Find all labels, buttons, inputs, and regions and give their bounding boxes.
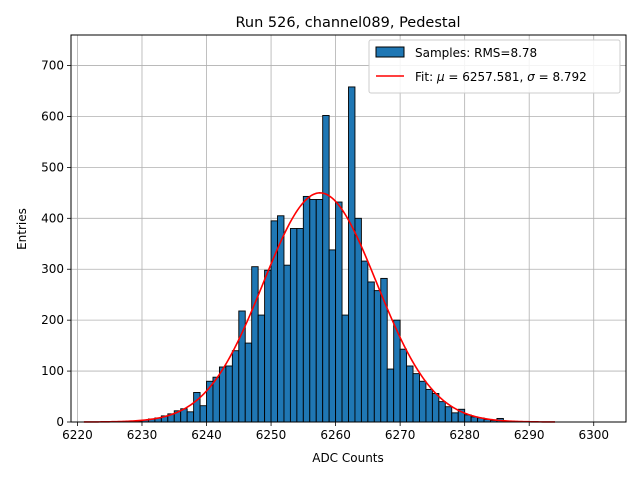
y-tick-label: 100: [41, 364, 64, 378]
legend-samples-label: Samples: RMS=8.78: [415, 46, 537, 60]
histogram-bar: [431, 393, 440, 423]
y-tick-label: 400: [41, 211, 64, 225]
x-tick-label: 6240: [191, 428, 222, 442]
histogram-bar: [444, 406, 453, 423]
histogram-bar: [354, 217, 362, 423]
histogram-bar: [186, 411, 195, 423]
histogram-bar: [373, 290, 382, 423]
histogram-bar: [283, 264, 291, 423]
chart-title: Run 526, channel089, Pedestal: [235, 15, 460, 31]
histogram-bar: [199, 405, 207, 423]
legend-fit-label: Fit: μ = 6257.581, σ = 8.792: [415, 70, 587, 84]
histogram-bar: [438, 401, 446, 423]
x-tick-label: 6260: [320, 428, 351, 442]
histogram-bar: [212, 376, 220, 423]
y-tick-label: 700: [41, 59, 64, 73]
histogram-bar: [257, 314, 266, 423]
x-axis-label: ADC Counts: [312, 451, 384, 465]
histogram-bar: [335, 201, 343, 423]
histogram-bar: [360, 260, 369, 423]
histogram-bar: [406, 365, 414, 423]
x-tick-label: 6270: [385, 428, 416, 442]
histogram-bar: [341, 314, 349, 423]
x-tick-label: 6250: [256, 428, 287, 442]
histogram-bar: [464, 414, 472, 423]
histogram-bar: [302, 195, 311, 423]
histogram-bar: [193, 392, 201, 423]
plot-frame: [70, 34, 627, 423]
x-tick-label: 6300: [578, 428, 609, 442]
gaussian-fit-curve: [83, 192, 556, 423]
histogram-bar: [218, 366, 227, 423]
histogram-bar: [386, 368, 395, 423]
x-axis-ticks: 6220 6230 6240 6250 6260 6270 6280 6290 6300: [62, 422, 609, 442]
histogram-bar: [399, 348, 408, 423]
legend-samples-swatch: [375, 46, 405, 58]
fit-curve-group: [83, 192, 556, 423]
x-tick-label: 6230: [127, 428, 158, 442]
histogram-bar: [296, 228, 304, 423]
histogram-bar: [244, 342, 253, 423]
histogram-bar: [289, 228, 298, 423]
x-tick-label: 6280: [449, 428, 480, 442]
y-tick-label: 300: [41, 262, 64, 276]
y-axis-label: Entries: [15, 208, 29, 250]
histogram-bar: [451, 412, 459, 423]
histogram-bar: [425, 388, 433, 423]
legend: Samples: RMS=8.78 Fit: μ = 6257.581, σ =…: [368, 39, 621, 94]
histogram-bar: [264, 269, 272, 423]
histogram-bar: [367, 281, 375, 423]
histogram-bar: [412, 373, 420, 423]
histogram-bar: [348, 86, 356, 423]
y-axis-ticks: 0 100 200 300 400 500 600 700: [41, 59, 71, 429]
y-tick-label: 0: [56, 415, 64, 429]
histogram-bars: [135, 86, 511, 423]
y-tick-label: 600: [41, 109, 64, 123]
y-tick-label: 200: [41, 313, 64, 327]
histogram-bar: [328, 249, 337, 423]
histogram-bar: [231, 350, 240, 423]
histogram-bar: [225, 365, 233, 423]
legend-frame: [368, 39, 621, 94]
y-tick-label: 500: [41, 160, 64, 174]
histogram-bar: [309, 199, 317, 423]
x-tick-label: 6220: [62, 428, 93, 442]
histogram-bar: [419, 380, 427, 423]
histogram-bar: [251, 266, 259, 423]
histogram-bar: [315, 199, 324, 423]
x-tick-label: 6290: [514, 428, 545, 442]
histogram-bar: [322, 115, 330, 423]
